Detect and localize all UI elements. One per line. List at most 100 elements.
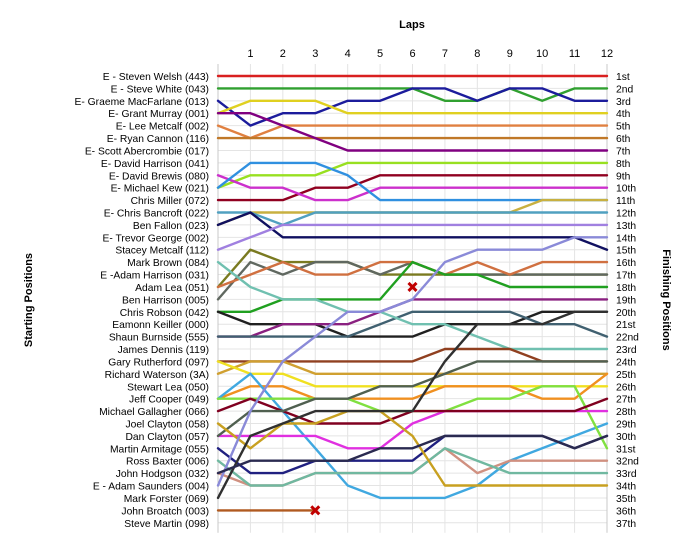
x-tick-label: 9: [507, 48, 513, 60]
finish-position-label: 15th: [616, 246, 636, 257]
series-layer: [216, 74, 609, 512]
start-position-label: Shaun Burnside (555): [109, 333, 209, 344]
start-position-label: Ben Harrison (005): [122, 295, 209, 306]
finish-position-label: 22nd: [616, 333, 639, 344]
finish-position-label: 6th: [616, 134, 631, 145]
series-line: [216, 236, 609, 487]
finish-position-label: 32nd: [616, 457, 639, 468]
finish-position-label: 19th: [616, 295, 636, 306]
finish-position-label: 23rd: [616, 345, 637, 356]
x-tick-label: 10: [536, 48, 548, 60]
label-layer: Laps Starting Positions Finishing Positi…: [23, 19, 672, 530]
x-tick-label: 7: [442, 48, 448, 60]
start-position-label: John Hodgson (032): [116, 469, 209, 480]
finish-position-label: 37th: [616, 519, 636, 530]
finish-position-label: 35th: [616, 494, 636, 505]
start-position-label: E- Grant Murray (001): [108, 109, 209, 120]
finish-position-label: 24th: [616, 357, 636, 368]
finish-position-label: 14th: [616, 233, 636, 244]
start-position-label: Mark Forster (069): [124, 494, 209, 505]
start-position-label: Martin Armitage (055): [110, 444, 209, 455]
finish-position-label: 33rd: [616, 469, 637, 480]
finish-position-label: 31st: [616, 444, 636, 455]
finish-position-label: 12th: [616, 209, 636, 220]
start-position-label: E- Trevor George (002): [103, 233, 209, 244]
finish-position-label: 4th: [616, 109, 631, 120]
retired-marker-stroke: [310, 505, 321, 516]
finish-position-label: 36th: [616, 506, 636, 517]
x-tick-label: 5: [377, 48, 383, 60]
start-position-label: Chris Robson (042): [120, 308, 209, 319]
start-position-label: E - Adam Saunders (004): [93, 482, 209, 493]
series-line: [216, 260, 609, 351]
series-line: [216, 174, 609, 202]
series-line: [216, 223, 609, 251]
start-position-label: Adam Lea (051): [135, 283, 209, 294]
x-tick-label: 3: [312, 48, 318, 60]
series-line: [216, 161, 609, 189]
start-position-label: E- Graeme MacFarlane (013): [75, 97, 209, 108]
finish-position-label: 2nd: [616, 84, 633, 95]
series-line: [216, 174, 609, 202]
start-position-label: E- Ryan Cannon (116): [107, 134, 209, 145]
x-tick-label: 6: [409, 48, 415, 60]
start-position-label: E - Steven Welsh (443): [103, 72, 209, 83]
series-line: [216, 99, 609, 115]
start-position-label: E- Lee Metcalf (002): [116, 122, 209, 133]
finish-position-label: 13th: [616, 221, 636, 232]
finish-position-label: 7th: [616, 146, 631, 157]
start-position-label: E- David Brewis (080): [109, 171, 209, 182]
start-position-label: E - Steve White (043): [111, 84, 209, 95]
finish-position-label: 1st: [616, 72, 630, 83]
finish-position-label: 9th: [616, 171, 631, 182]
start-position-label: Chris Miller (072): [131, 196, 209, 207]
finish-position-label: 16th: [616, 258, 636, 269]
start-position-label: Stewart Lea (050): [127, 382, 209, 393]
start-position-label: Michael Gallagher (066): [99, 407, 209, 418]
start-position-label: Ben Fallon (023): [133, 221, 209, 232]
start-position-label: Joel Clayton (058): [125, 419, 209, 430]
finish-position-label: 5th: [616, 122, 631, 133]
x-tick-label: 4: [345, 48, 351, 60]
start-position-label: E- David Harrison (041): [101, 159, 209, 170]
start-position-label: Stacey Metcalf (112): [115, 246, 209, 257]
start-position-label: E- Chris Bancroft (022): [104, 209, 209, 220]
finish-position-label: 21st: [616, 320, 636, 331]
start-position-label: E- Michael Kew (021): [111, 184, 209, 195]
retired-marker: [310, 505, 321, 516]
series-line: [216, 87, 609, 127]
finish-position-label: 18th: [616, 283, 636, 294]
series-line: [216, 111, 609, 152]
finish-position-label: 30th: [616, 432, 636, 443]
y-axis-label-left: Starting Positions: [23, 253, 35, 347]
start-position-label: James Dennis (119): [118, 345, 209, 356]
series-line: [216, 447, 609, 487]
retired-marker-stroke: [407, 281, 418, 293]
finish-position-label: 11th: [616, 196, 636, 207]
start-position-label: Richard Waterson (3A): [105, 370, 209, 381]
x-tick-label: 8: [474, 48, 480, 60]
series-line: [216, 434, 609, 475]
series-line: [216, 211, 609, 251]
series-line: [216, 360, 609, 438]
retired-marker: [407, 281, 418, 293]
finish-position-label: 27th: [616, 395, 636, 406]
start-position-label: E -Adam Harrison (031): [100, 271, 209, 282]
y-axis-label-right: Finishing Positions: [660, 249, 672, 350]
finish-position-label: 10th: [616, 184, 636, 195]
x-tick-label: 2: [280, 48, 286, 60]
finish-position-label: 34th: [616, 482, 636, 493]
finish-position-label: 29th: [616, 419, 636, 430]
start-position-label: John Broatch (003): [121, 506, 209, 517]
start-position-label: Mark Brown (084): [127, 258, 209, 269]
x-tick-label: 12: [601, 48, 613, 60]
start-position-label: Ross Baxter (006): [126, 457, 209, 468]
start-position-label: Dan Clayton (057): [125, 432, 209, 443]
marker-layer: [310, 281, 418, 516]
start-position-label: Eamonn Keiller (000): [112, 320, 209, 331]
finish-position-label: 28th: [616, 407, 636, 418]
start-position-label: Jeff Cooper (049): [129, 395, 209, 406]
x-tick-label: 1: [247, 48, 253, 60]
